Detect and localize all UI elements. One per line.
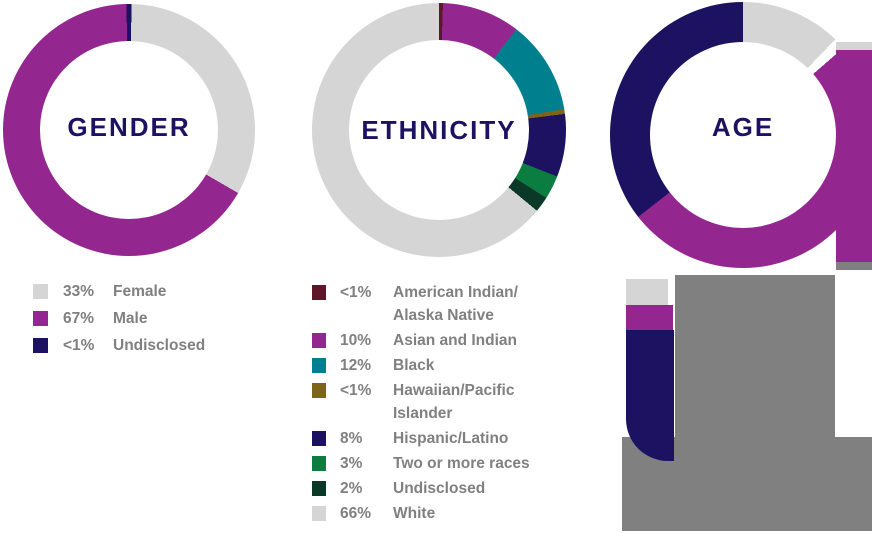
legend-percent: 66% (340, 505, 372, 522)
legend-swatch (312, 285, 326, 300)
gender-donut-hole: GENDER (40, 41, 218, 219)
ethnicity-donut-chart: ETHNICITY (312, 3, 566, 257)
legend-label: American Indian/ Alaska Native (393, 284, 518, 324)
legend-row: <1% Undisclosed (33, 334, 205, 358)
legend-percent: 12% (340, 357, 372, 374)
legend-percent: <1% (340, 284, 372, 301)
age-legend-swatch-navy (626, 330, 674, 461)
legend-row: <1% Hawaiian/Pacific Islander (312, 379, 530, 425)
age-donut-hole: AGE (650, 42, 836, 228)
age-stem-gray-base (836, 262, 872, 270)
legend-label: Black (393, 357, 435, 374)
legend-swatch (312, 358, 326, 373)
legend-swatch (312, 481, 326, 496)
legend-percent: 3% (340, 455, 363, 472)
legend-row: <1% American Indian/ Alaska Native (312, 281, 530, 327)
ethnicity-donut-hole: ETHNICITY (349, 40, 529, 220)
legend-row: 66% White (312, 502, 530, 525)
legend-row: 12% Black (312, 354, 530, 377)
gray-overlay-box-upper (675, 275, 835, 437)
ethnicity-chart-title: ETHNICITY (361, 114, 517, 145)
legend-label: Hawaiian/Pacific Islander (393, 382, 515, 422)
legend-swatch (33, 284, 48, 299)
legend-percent: 33% (63, 283, 95, 300)
legend-swatch (312, 383, 326, 398)
legend-label: Two or more races (393, 455, 530, 472)
legend-row: 3% Two or more races (312, 452, 530, 475)
legend-percent: <1% (340, 382, 372, 399)
gender-chart-title: GENDER (67, 111, 191, 142)
age-chart-title: AGE (711, 111, 775, 142)
legend-row: 2% Undisclosed (312, 477, 530, 500)
legend-percent: <1% (63, 337, 95, 354)
age-legend-swatch-purple (626, 305, 673, 330)
legend-percent: 8% (340, 430, 363, 447)
legend-row: 67% Male (33, 307, 205, 331)
legend-percent: 67% (63, 310, 95, 327)
legend-label: Undisclosed (113, 337, 206, 354)
legend-percent: 2% (340, 480, 363, 497)
age-stem-gray-cap (836, 42, 872, 50)
legend-label: Asian and Indian (393, 332, 518, 349)
legend-percent: 10% (340, 332, 372, 349)
age-legend-swatch-gray (626, 279, 668, 305)
legend-label: Hispanic/Latino (393, 430, 509, 447)
legend-label: White (393, 505, 436, 522)
legend-label: Undisclosed (393, 480, 486, 497)
legend-row: 8% Hispanic/Latino (312, 427, 530, 450)
age-donut-chart: AGE (610, 2, 872, 268)
legend-row: 33% Female (33, 280, 205, 304)
legend-row: 10% Asian and Indian (312, 329, 530, 352)
legend-swatch (312, 333, 326, 348)
ethnicity-legend: <1% American Indian/ Alaska Native 10% A… (312, 281, 530, 527)
legend-swatch (312, 456, 326, 471)
legend-swatch (312, 506, 326, 521)
legend-label: Male (113, 310, 148, 327)
legend-swatch (33, 338, 48, 353)
legend-label: Female (113, 283, 167, 300)
legend-swatch (33, 311, 48, 326)
gender-legend: 33% Female 67% Male <1% Undisclosed (33, 280, 205, 361)
gender-donut-chart: GENDER (3, 4, 255, 256)
age-stem-purple-bar (836, 50, 872, 262)
legend-swatch (312, 431, 326, 446)
